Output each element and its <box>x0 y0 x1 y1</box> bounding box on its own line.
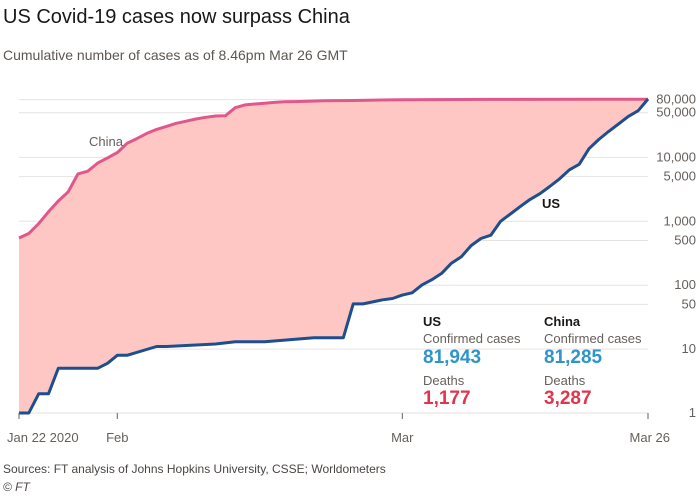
us-stats-title: US <box>423 314 441 329</box>
china-deaths-value: 3,287 <box>544 388 592 409</box>
us-series-line <box>19 98 650 415</box>
us-deaths-value: 1,177 <box>423 388 471 409</box>
china-confirmed-value: 81,285 <box>544 347 603 368</box>
x-tick-label: Jan 22 2020 <box>7 430 79 445</box>
credit-note: © FT <box>3 480 30 494</box>
y-tick-label: 100 <box>674 277 696 292</box>
chart-subtitle: Cumulative number of cases as of 8.46pm … <box>3 47 348 63</box>
y-tick-label: 80,000 <box>656 92 696 107</box>
y-tick-label: 10,000 <box>656 149 696 164</box>
chart-title: US Covid-19 cases now surpass China <box>3 6 350 28</box>
us-stats-box: US Confirmed cases 81,943 Deaths 1,177 <box>423 314 521 409</box>
y-tick-label: 5,000 <box>663 169 696 184</box>
y-tick-label: 10 <box>682 341 696 356</box>
y-tick-label: 1 <box>689 405 696 420</box>
china-label: China <box>89 134 124 149</box>
y-tick-label: 50 <box>682 296 696 311</box>
china-deaths-label: Deaths <box>544 373 586 388</box>
x-tick-label: Mar 26 <box>630 430 670 445</box>
china-series-line <box>18 97 649 240</box>
china-stats-title: China <box>544 314 581 329</box>
us-confirmed-label: Confirmed cases <box>423 331 521 346</box>
us-deaths-label: Deaths <box>423 373 465 388</box>
y-tick-label: 50,000 <box>656 105 696 120</box>
china-stats-box: China Confirmed cases 81,285 Deaths 3,28… <box>544 314 642 409</box>
y-tick-label: 500 <box>674 233 696 248</box>
us-label: US <box>542 196 560 211</box>
x-tick-label: Mar <box>391 430 414 445</box>
x-axis-ticks: Jan 22 2020 Feb Mar Mar 26 <box>7 413 670 445</box>
china-confirmed-label: Confirmed cases <box>544 331 642 346</box>
us-confirmed-value: 81,943 <box>423 347 481 368</box>
x-tick-label: Feb <box>106 430 128 445</box>
gap-area <box>19 99 648 413</box>
chart-svg: 110501005001,0005,00010,00050,00080,000 … <box>7 92 696 445</box>
y-tick-label: 1,000 <box>663 213 696 228</box>
source-note: Sources: FT analysis of Johns Hopkins Un… <box>3 462 386 476</box>
